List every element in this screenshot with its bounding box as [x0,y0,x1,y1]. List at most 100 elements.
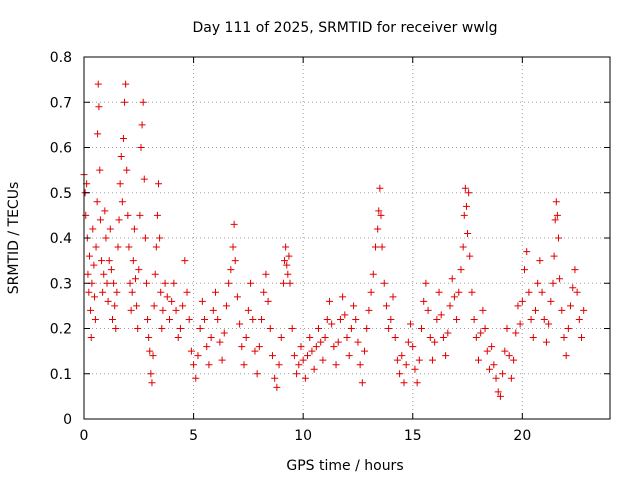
data-point [264,297,272,305]
data-point [216,338,224,346]
data-point [111,302,119,310]
data-point [374,225,382,233]
data-point [534,279,542,287]
data-point [275,361,283,369]
data-point [325,297,333,305]
data-point [465,189,473,197]
y-tick-label: 0.8 [50,50,72,66]
data-point [578,334,586,342]
data-point [444,329,452,337]
data-point [96,166,104,174]
data-point [90,261,98,269]
data-point [207,334,215,342]
data-point [418,325,426,332]
data-point [387,315,395,323]
data-point [121,98,129,106]
data-point [547,297,555,305]
data-point [552,198,560,206]
data-point [179,302,187,310]
data-point [376,184,384,192]
data-point [312,343,320,351]
data-point [350,302,358,310]
x-tick-label: 15 [404,428,422,444]
x-tick-label: 5 [189,428,198,444]
x-tick-labels: 0 5 10 15 20 [80,428,532,444]
data-point [279,279,287,287]
data-point [433,315,441,323]
data-point [174,334,182,342]
data-point [151,270,159,278]
data-point [385,325,393,332]
data-point [225,279,233,287]
data-point [286,279,294,287]
x-tick-label: 0 [80,428,89,444]
data-point [453,315,461,323]
data-point [168,297,176,305]
data-point [501,347,509,355]
data-point [125,243,133,251]
data-point [428,356,436,364]
data-point [159,306,167,314]
data-point [102,234,110,242]
data-point [190,361,198,369]
data-point [146,347,154,355]
x-axis-label: GPS time / hours [286,458,403,474]
data-point [571,266,579,274]
data-point [446,302,454,310]
data-point [92,243,100,251]
y-tick-label: 0.1 [50,367,72,383]
data-point [114,243,122,251]
data-point [328,320,336,328]
data-point [567,302,575,310]
data-point [104,297,112,305]
data-point [507,374,515,382]
data-point [126,279,134,287]
x-tick-label: 20 [513,428,531,444]
data-point [155,180,163,188]
data-point [285,252,293,260]
data-point [87,334,95,342]
data-points [80,80,588,400]
data-point [472,334,480,342]
data-point [170,279,178,287]
data-point [112,325,120,332]
data-point [503,325,511,332]
data-point [466,252,474,260]
data-point [564,325,572,332]
data-point [558,306,566,314]
data-point [282,243,290,251]
data-point [330,343,338,351]
data-point [91,293,99,301]
data-point [123,166,131,174]
data-point [144,315,152,323]
data-point [163,293,171,301]
data-point [569,284,577,292]
data-point [510,356,518,364]
data-point [341,311,349,319]
data-point [220,329,228,337]
data-point [229,243,237,251]
data-point [540,315,548,323]
data-point [230,220,238,228]
data-point [238,343,246,351]
data-point [145,334,153,342]
data-point [483,347,491,355]
data-point [560,334,568,342]
data-point [100,270,108,278]
data-point [396,370,404,378]
data-point [457,266,465,274]
data-point [518,297,526,305]
data-point [85,288,93,296]
data-point [499,370,507,378]
data-point [297,343,305,351]
data-point [128,288,136,296]
data-point [475,356,482,364]
data-point [141,234,149,242]
data-point [371,243,379,251]
data-point [150,302,158,310]
data-point [494,388,502,396]
y-tick-labels: 0 0.1 0.2 0.3 0.4 0.5 0.6 0.7 0.8 [50,50,72,428]
y-tick-label: 0.6 [50,141,72,157]
data-point [538,288,546,296]
data-point [413,379,421,387]
